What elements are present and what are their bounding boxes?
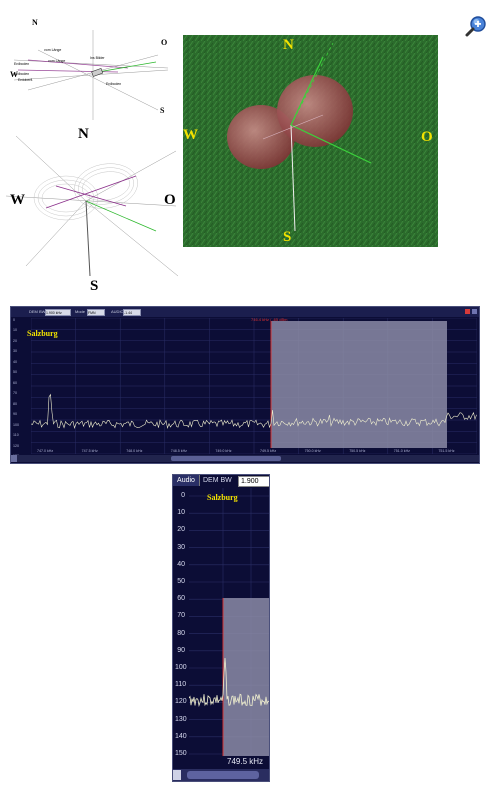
x-tick-label: 748.0 kHz [126, 449, 143, 453]
y-tick-label: 110 [175, 681, 187, 689]
x-tick-label: 748.5 kHz [170, 449, 187, 453]
x-tick-label: 751.0 kHz [393, 449, 410, 453]
compass-east-label: O [421, 129, 433, 145]
spectrum-plot [31, 318, 477, 454]
audio-field[interactable]: -1.44 [123, 309, 141, 316]
diagram-label: Erdboden [106, 82, 122, 86]
x-tick-label: 747.5 kHz [81, 449, 98, 453]
y-tick-label: 10 [177, 509, 185, 517]
sdr-spectrum-wide: DEM BW 1.900 kHz Mode FMN AUDIO -1.44 74… [10, 306, 480, 464]
y-tick-label: 130 [175, 715, 187, 723]
x-tick-label: 749.0 kHz [215, 449, 232, 453]
scroll-left-arrow[interactable] [11, 455, 17, 462]
y-tick-label: 50 [177, 578, 185, 585]
compass-north-label: N [32, 18, 38, 27]
y-tick-label: 30 [177, 543, 185, 551]
y-tick-label: 50 [13, 370, 17, 375]
y-tick-label: 150 [175, 750, 187, 757]
y-tick-label: 70 [177, 612, 185, 620]
y-tick-label: 100 [175, 664, 187, 671]
terrain-radiation-view: N W O S [183, 35, 438, 247]
sdr-toolbar: DEM BW 1.900 kHz Mode FMN AUDIO -1.44 [11, 307, 479, 317]
frequency-label: 749.5 kHz [227, 757, 264, 766]
x-tick-label: 751.5 kHz [438, 449, 455, 453]
y-tick-label: 60 [13, 380, 17, 385]
antenna-wireframe-diagram: N W O S [6, 126, 182, 296]
scroll-thumb[interactable] [187, 771, 259, 779]
mode-select[interactable]: FMN [87, 309, 105, 316]
dem-bw-field[interactable]: 1.900 [238, 476, 269, 487]
x-tick-label: 749.5 kHz [260, 449, 277, 453]
audio-label: AUDIO [111, 309, 124, 314]
diagram-label: Erdoberfl. [18, 78, 34, 82]
compass-south-label: S [283, 229, 292, 245]
x-tick-label: 750.0 kHz [304, 449, 321, 453]
station-label: Salzburg [207, 493, 238, 502]
y-tick-label: 90 [13, 412, 17, 417]
sdr-spectrum-zoom: Audio DEM BW 1.900 0 10 20 30 40 50 60 70 80 90 10… [172, 474, 270, 782]
y-tick-label: 30 [13, 349, 17, 354]
y-tick-label: 90 [177, 646, 185, 654]
diagram-label: Ins Bilder [90, 56, 105, 60]
diagram-label: vom Länge [48, 59, 66, 63]
diagram-label: vom Länge [44, 48, 62, 52]
y-tick-label: 20 [13, 338, 17, 343]
y-tick-label: 140 [175, 732, 187, 740]
y-tick-label: 20 [177, 526, 185, 534]
scroll-thumb[interactable] [171, 456, 281, 461]
compass-west-label: W [10, 70, 18, 79]
dem-bw-label: DEM BW [203, 477, 232, 484]
horizontal-scrollbar[interactable] [11, 455, 479, 462]
y-tick-label: 80 [13, 401, 17, 406]
tab-audio[interactable]: Audio [173, 475, 200, 486]
antenna-diagram-top: N O W S vom Länge vom Länge Ins Bilder E… [8, 10, 180, 128]
magnifier-plus-icon[interactable] [464, 14, 488, 38]
close-button[interactable] [465, 309, 470, 314]
y-tick-label: 10 [13, 328, 17, 333]
compass-west-label: W [183, 127, 198, 143]
y-tick-label: 70 [13, 391, 17, 396]
compass-east-label: O [161, 38, 168, 47]
horizontal-scrollbar[interactable] [173, 769, 269, 781]
compass-west-label: W [10, 192, 25, 208]
y-tick-label: 0 [181, 492, 185, 499]
station-label: Salzburg [27, 329, 58, 338]
x-tick-label: 747.0 kHz [37, 449, 54, 453]
y-tick-label: 0 [13, 318, 15, 322]
compass-south-label: S [160, 106, 165, 115]
scroll-left-arrow[interactable] [173, 770, 181, 780]
y-tick-label: 60 [177, 595, 185, 603]
compass-east-label: O [164, 192, 176, 208]
compass-north-label: N [78, 126, 89, 142]
dem-bw-field[interactable]: 1.900 kHz [45, 309, 71, 316]
y-tick-label: 120 [13, 443, 19, 448]
marker-label: 746.4 kHz / -65 dBm [251, 317, 288, 322]
mode-label: Mode [75, 309, 86, 314]
diagram-label: Erdboden [14, 72, 30, 76]
y-tick-label: 40 [13, 359, 17, 364]
y-tick-label: 100 [13, 422, 19, 427]
y-tick-label: 110 [13, 433, 19, 438]
y-tick-label: 40 [177, 560, 185, 568]
spectrum-plot-zoom [189, 488, 269, 756]
minimize-button[interactable] [472, 309, 477, 314]
diagram-label: Erdboden [14, 62, 30, 66]
y-tick-label: 80 [177, 629, 185, 637]
y-tick-label: 120 [175, 698, 187, 706]
compass-south-label: S [90, 278, 99, 294]
compass-north-label: N [283, 37, 294, 53]
x-tick-label: 750.5 kHz [349, 449, 366, 453]
dem-bw-label: DEM BW [29, 309, 46, 314]
